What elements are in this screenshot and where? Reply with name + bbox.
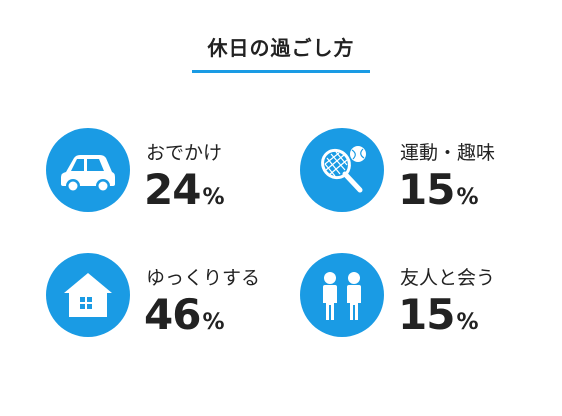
stat-item-relax: ゆっくりする 46% <box>46 253 296 363</box>
people-icon <box>300 253 384 337</box>
car-icon <box>46 128 130 212</box>
stat-value: 24% <box>144 165 225 214</box>
tennis-icon <box>300 128 384 212</box>
stat-label: 友人と会う <box>400 267 496 289</box>
stat-label: ゆっくりする <box>146 267 261 289</box>
title-underline <box>192 70 370 73</box>
stat-item-friends: 友人と会う 15% <box>300 253 550 363</box>
stat-value: 15% <box>398 290 479 339</box>
stat-value: 46% <box>144 290 225 339</box>
stat-value: 15% <box>398 165 479 214</box>
page-title: 休日の過ごし方 <box>207 36 355 60</box>
stat-label: おでかけ <box>146 142 223 164</box>
stat-item-outing: おでかけ 24% <box>46 128 296 238</box>
stat-label: 運動・趣味 <box>400 142 496 164</box>
house-icon <box>46 253 130 337</box>
stat-item-exercise: 運動・趣味 15% <box>300 128 550 238</box>
